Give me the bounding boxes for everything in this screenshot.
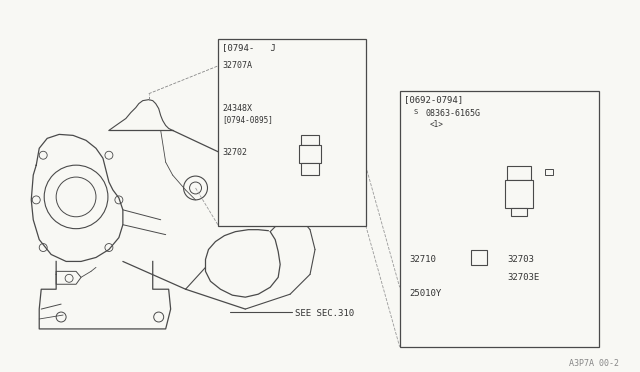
Text: [0794-   J: [0794- J (223, 43, 276, 52)
Text: 32703E: 32703E (507, 273, 540, 282)
Bar (545, 169, 553, 175)
Text: 32707A: 32707A (223, 61, 252, 70)
Circle shape (225, 190, 245, 210)
Bar (299, 145, 321, 163)
Bar (471, 250, 487, 265)
Bar (301, 163, 319, 175)
Text: 32710: 32710 (410, 256, 436, 264)
Bar (511, 208, 527, 216)
Text: [0794-0895]: [0794-0895] (223, 116, 273, 125)
Bar (218, 39, 366, 226)
Text: [0692-0794]: [0692-0794] (404, 95, 463, 104)
Bar (507, 166, 531, 180)
Text: 32703: 32703 (507, 256, 534, 264)
Bar (399, 91, 599, 347)
Text: SEE SEC.310: SEE SEC.310 (295, 309, 354, 318)
Text: 25010Y: 25010Y (410, 289, 442, 298)
Text: <1>: <1> (429, 121, 444, 129)
Text: S: S (413, 109, 418, 115)
Text: A3P7A 00-2: A3P7A 00-2 (569, 359, 619, 368)
Text: 24348X: 24348X (223, 104, 252, 113)
Text: 32702: 32702 (223, 148, 248, 157)
Text: 08363-6165G: 08363-6165G (426, 109, 481, 118)
Bar (301, 135, 319, 145)
Bar (505, 180, 533, 208)
